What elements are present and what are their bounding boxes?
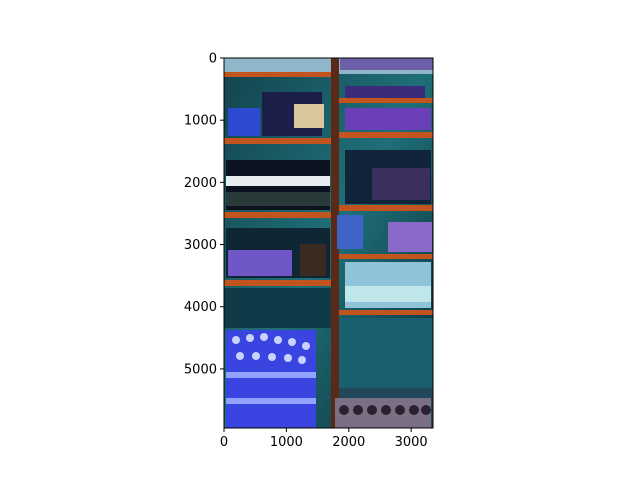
y-axis: 0 1000 2000 3000 4000 5000 bbox=[184, 52, 224, 377]
axes-frame bbox=[223, 57, 434, 429]
y-tick-label: 4000 bbox=[184, 300, 217, 315]
y-tick-label: 0 bbox=[209, 52, 217, 67]
y-tick-label: 5000 bbox=[184, 362, 217, 377]
y-tick-label: 3000 bbox=[184, 238, 217, 253]
x-tick-label: 0 bbox=[220, 435, 228, 450]
shelf-photo bbox=[224, 58, 433, 428]
x-tick-label: 3000 bbox=[395, 435, 428, 450]
y-tick-label: 2000 bbox=[184, 176, 217, 191]
x-tick-label: 2000 bbox=[332, 435, 365, 450]
x-tick-label: 1000 bbox=[270, 435, 303, 450]
x-axis: 0 1000 2000 3000 bbox=[220, 428, 428, 450]
y-tick-label: 1000 bbox=[184, 114, 217, 129]
